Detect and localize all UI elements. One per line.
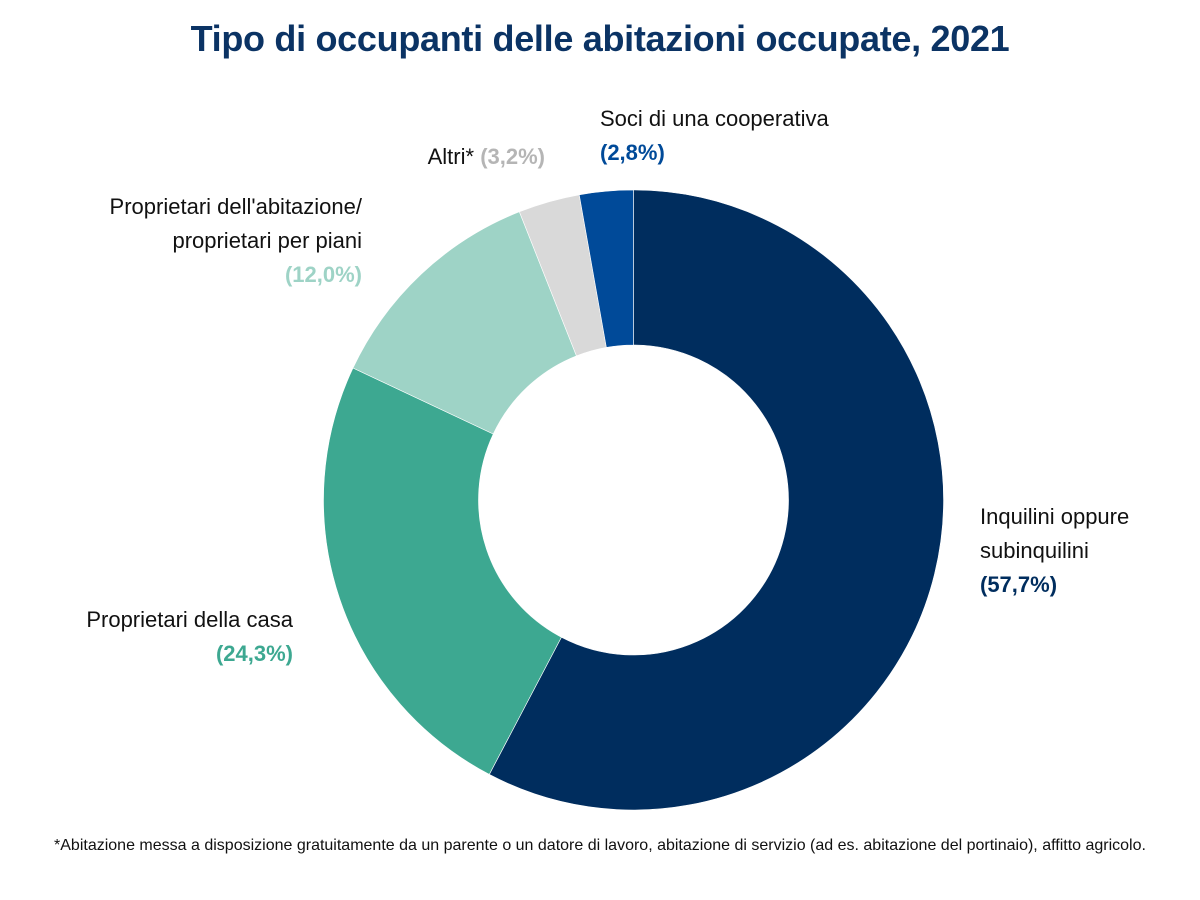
label-soci: Soci di una cooperativa (2,8%)	[600, 102, 830, 170]
label-text: Proprietari dell'abitazione/ proprietari…	[109, 194, 362, 253]
footnote: *Abitazione messa a disposizione gratuit…	[0, 832, 1200, 860]
label-altri: Altri* (3,2%)	[300, 140, 545, 174]
label-proprietari-abitazione: Proprietari dell'abitazione/ proprietari…	[40, 190, 362, 292]
label-text: Inquilini oppure subinquilini	[980, 504, 1130, 563]
label-text: Soci di una cooperativa	[600, 106, 829, 131]
value-label: (3,2%)	[480, 144, 545, 169]
value-label: (24,3%)	[215, 641, 293, 666]
value-label: (12,0%)	[284, 262, 362, 287]
footnote-text: *Abitazione messa a disposizione gratuit…	[54, 837, 1146, 854]
label-text: Proprietari della casa	[86, 607, 293, 632]
chart-title: Tipo di occupanti delle abitazioni occup…	[190, 18, 1010, 59]
donut-slice-4	[578, 189, 634, 348]
label-proprietari-casa: Proprietari della casa (24,3%)	[40, 603, 293, 671]
donut-slice-1	[323, 367, 562, 775]
value-label: (2,8%)	[600, 140, 665, 165]
label-inquilini: Inquilini oppure subinquilini (57,7%)	[980, 500, 1180, 602]
label-text: Altri*	[427, 144, 475, 169]
donut-slice-0	[488, 189, 944, 811]
value-label: (57,7%)	[980, 572, 1058, 597]
